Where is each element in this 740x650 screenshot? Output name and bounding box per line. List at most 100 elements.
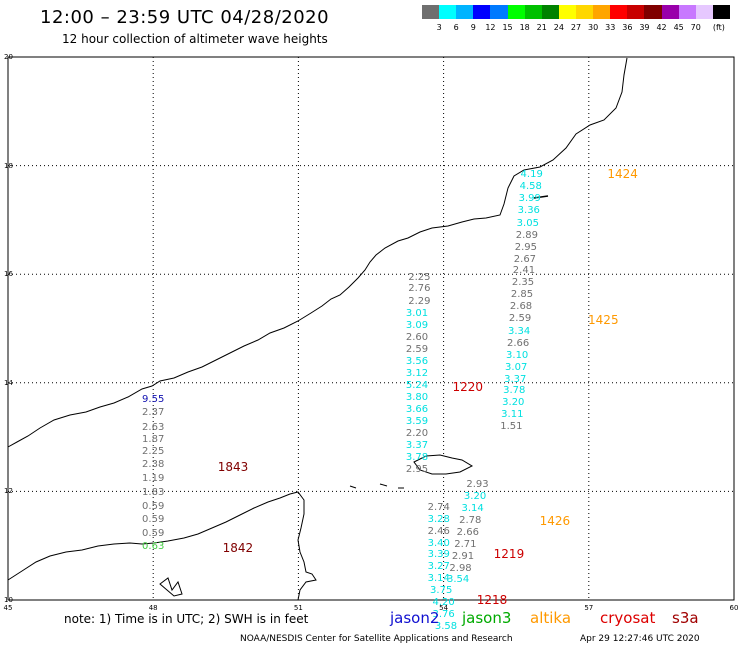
colorbar-swatch bbox=[456, 5, 474, 19]
colorbar-swatch bbox=[422, 5, 440, 19]
footer-timestamp: Apr 29 12:27:46 UTC 2020 bbox=[580, 634, 700, 644]
pass-time-label: 1842 bbox=[222, 541, 254, 556]
wave-height-colorbar bbox=[422, 5, 730, 19]
colorbar-label: 33 bbox=[605, 23, 616, 32]
colorbar-label: 27 bbox=[570, 23, 582, 32]
pass-time-label: 1220 bbox=[452, 379, 484, 394]
colorbar-swatch bbox=[558, 5, 576, 19]
colorbar-swatch bbox=[627, 5, 645, 19]
wave-height-value: 3.34 bbox=[507, 325, 531, 337]
latitude-label: 18 bbox=[4, 161, 13, 170]
wave-height-value: 3.39 bbox=[427, 549, 450, 561]
wave-height-value: 0.59 bbox=[142, 514, 165, 526]
pass-time-label: 1424 bbox=[607, 166, 638, 181]
longitude-label: 51 bbox=[293, 604, 303, 612]
satellite-altika: altika bbox=[530, 609, 572, 627]
wave-height-value: 2.59 bbox=[508, 313, 532, 325]
somali-coastline bbox=[7, 491, 317, 601]
wave-height-value: 2.46 bbox=[427, 525, 450, 537]
colorbar-swatch bbox=[490, 5, 508, 19]
pass-time-label: 1425 bbox=[588, 313, 619, 328]
colorbar-swatch bbox=[678, 5, 696, 19]
wave-height-value: 3.37 bbox=[504, 373, 527, 385]
wave-height-value: 2.66 bbox=[506, 337, 530, 349]
wave-height-value: 2.25 bbox=[142, 445, 165, 457]
satellite-jason2: jason2 bbox=[390, 609, 440, 627]
map-title: 12:00 – 23:59 UTC 04/28/2020 bbox=[40, 7, 330, 28]
colorbar-swatch bbox=[575, 5, 594, 19]
colorbar-swatch bbox=[439, 5, 457, 19]
wave-height-value: 2.68 bbox=[509, 301, 533, 313]
arabian-coastline bbox=[7, 57, 628, 448]
wave-height-value: 2.98 bbox=[449, 562, 472, 574]
satellite-cryosat: cryosat bbox=[600, 609, 656, 627]
wave-height-value: 2.71 bbox=[454, 538, 477, 550]
wave-height-value: 3.78 bbox=[405, 451, 429, 463]
wave-height-value: 3.11 bbox=[501, 409, 524, 421]
small-island-1 bbox=[349, 485, 357, 489]
wave-height-value: 0.63 bbox=[142, 541, 165, 553]
wave-height-value: 2.20 bbox=[405, 427, 429, 439]
longitude-label: 57 bbox=[584, 604, 594, 612]
colorbar-label: 18 bbox=[519, 23, 530, 32]
satellite-s3a: s3a bbox=[672, 609, 699, 627]
wave-height-value: 4.19 bbox=[520, 169, 543, 181]
latitude-label: 16 bbox=[4, 270, 13, 279]
wave-height-value: 3.20 bbox=[463, 490, 487, 502]
wave-height-value: 2.93 bbox=[466, 478, 489, 490]
wave-height-value: 2.78 bbox=[459, 514, 482, 526]
wave-height-value: 3.66 bbox=[405, 403, 429, 415]
somali-lakes bbox=[159, 577, 183, 597]
wave-height-value: 2.59 bbox=[405, 344, 429, 356]
latitude-label: 10 bbox=[4, 596, 13, 604]
wave-height-value: 3.58 bbox=[434, 621, 458, 633]
longitude-label: 60 bbox=[729, 604, 739, 612]
wave-height-value: 3.14 bbox=[427, 573, 450, 585]
colorbar-label: 42 bbox=[656, 23, 667, 32]
wave-height-value: 2.37 bbox=[142, 406, 165, 418]
longitude-label: 45 bbox=[3, 604, 13, 612]
wave-height-value: 2.95 bbox=[514, 241, 538, 253]
colorbar-label: 6 bbox=[453, 23, 459, 32]
wave-height-value: 1.51 bbox=[500, 421, 523, 433]
wave-height-value: 3.28 bbox=[427, 513, 450, 525]
wave-height-value: 1.83 bbox=[142, 487, 165, 499]
wave-height-value: 3.14 bbox=[461, 502, 484, 514]
graticule bbox=[8, 57, 734, 600]
wave-height-value: 3.56 bbox=[405, 356, 429, 368]
colorbar-label: 45 bbox=[673, 23, 684, 32]
latitude-label: 20 bbox=[4, 53, 13, 61]
wave-height-value: 3.54 bbox=[446, 574, 470, 586]
colorbar-label: (ft) bbox=[712, 23, 725, 32]
colorbar-swatch bbox=[610, 5, 628, 19]
wave-height-value: 1.19 bbox=[142, 473, 165, 485]
wave-height-value: 2.89 bbox=[515, 229, 538, 241]
colorbar-swatch bbox=[473, 5, 491, 19]
colorbar-label: 12 bbox=[485, 23, 496, 32]
wave-height-value: 2.66 bbox=[456, 526, 479, 538]
wave-height-value: 3.99 bbox=[518, 193, 541, 205]
wave-height-value: 2.41 bbox=[512, 265, 536, 277]
satellite-jason3: jason3 bbox=[462, 609, 512, 627]
colorbar-swatch bbox=[524, 5, 542, 19]
wave-height-value: 2.74 bbox=[427, 501, 450, 513]
wave-height-value: 2.91 bbox=[451, 550, 475, 562]
wave-height-value: 4.20 bbox=[432, 597, 455, 609]
longitude-label: 48 bbox=[148, 604, 158, 612]
wave-height-value: 2.38 bbox=[142, 459, 165, 471]
pass-time-label: 1426 bbox=[539, 514, 571, 529]
wave-height-value: 3.20 bbox=[502, 397, 525, 409]
small-island-2 bbox=[379, 483, 388, 487]
colorbar-label: 30 bbox=[588, 23, 599, 32]
wave-height-value: 0.59 bbox=[142, 527, 165, 539]
wave-height-value: 3.09 bbox=[405, 319, 429, 331]
footer-credit: NOAA/NESDIS Center for Satellite Applica… bbox=[240, 634, 513, 644]
wave-height-value: 1.87 bbox=[142, 433, 165, 445]
wave-height-value: 3.40 bbox=[427, 537, 450, 549]
wave-height-value: 3.12 bbox=[405, 368, 429, 380]
wave-height-value: 3.05 bbox=[516, 217, 539, 229]
wave-height-value: 3.75 bbox=[430, 585, 453, 597]
wave-height-value: 2.29 bbox=[408, 296, 431, 308]
wave-height-value: 2.60 bbox=[405, 331, 429, 343]
